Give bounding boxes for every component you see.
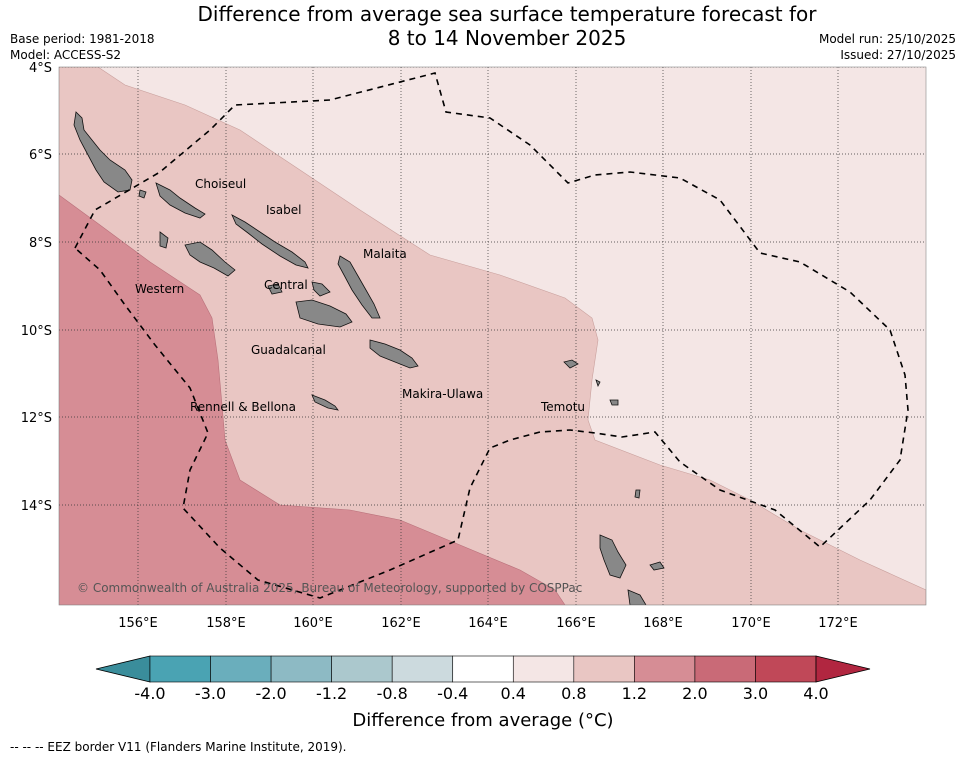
colorbar-tick-label: 3.0 bbox=[743, 684, 768, 703]
base-period: Base period: 1981-2018 bbox=[10, 32, 155, 46]
colorbar-tick-label: 0.4 bbox=[501, 684, 526, 703]
lon-label: 156°E bbox=[118, 616, 158, 631]
place-label: Temotu bbox=[540, 400, 585, 414]
colorbar-segment bbox=[573, 655, 635, 683]
band-0-8-to-1-2 bbox=[59, 67, 926, 605]
island-new-georgia bbox=[184, 241, 236, 277]
colorbar-tick-label: -0.4 bbox=[437, 684, 468, 703]
colorbar-label: Difference from average (°C) bbox=[352, 710, 614, 731]
island-florida bbox=[311, 281, 331, 297]
island-vella-lavella bbox=[159, 231, 169, 249]
lat-label: 12°S bbox=[21, 411, 52, 426]
colorbar-segment bbox=[331, 655, 393, 683]
colorbar-tick-label: -2.0 bbox=[255, 684, 286, 703]
colorbar-segment bbox=[694, 655, 756, 683]
lat-label: 8°S bbox=[29, 236, 52, 251]
island-guadalcanal bbox=[295, 299, 353, 328]
island-malakula bbox=[627, 589, 647, 605]
lat-label: 14°S bbox=[21, 499, 52, 514]
place-label: Isabel bbox=[266, 203, 301, 217]
colorbar-segments bbox=[95, 655, 871, 683]
lat-label: 6°S bbox=[29, 148, 52, 163]
lon-label: 158°E bbox=[206, 616, 246, 631]
colorbar-tick-label: -4.0 bbox=[134, 684, 165, 703]
model-name: Model: ACCESS-S2 bbox=[10, 48, 122, 62]
colorbar-segment bbox=[391, 655, 454, 683]
map-panel: Choiseul Isabel Malaita Western Central … bbox=[21, 61, 927, 631]
title-line-1: Difference from average sea surface temp… bbox=[197, 2, 817, 26]
island-bougainville bbox=[73, 111, 133, 193]
colorbar: -4.0 -3.0 -2.0 -1.2 -0.8 -0.4 0.4 0.8 1.2 2.0 3.0 4… bbox=[95, 655, 871, 703]
colorbar-tick-label: -3.0 bbox=[195, 684, 226, 703]
colorbar-tick-label: 2.0 bbox=[682, 684, 707, 703]
map-frame bbox=[58, 66, 927, 606]
island-makira bbox=[369, 339, 419, 369]
colorbar-segment bbox=[270, 655, 332, 683]
colorbar-extend-high bbox=[815, 655, 871, 683]
lon-label: 170°E bbox=[731, 616, 771, 631]
lat-label: 4°S bbox=[29, 61, 52, 76]
title-line-2: 8 to 14 November 2025 bbox=[387, 26, 627, 50]
colorbar-tick-label: 1.2 bbox=[622, 684, 647, 703]
colorbar-segment bbox=[452, 655, 514, 683]
meta-left: Base period: 1981-2018 Model: ACCESS-S2 bbox=[10, 31, 155, 63]
place-label: Malaita bbox=[363, 247, 407, 261]
colorbar-segment bbox=[210, 655, 272, 683]
island-russell bbox=[267, 283, 283, 295]
lon-label: 164°E bbox=[468, 616, 508, 631]
place-label: Choiseul bbox=[195, 177, 246, 191]
anomaly-field bbox=[59, 67, 926, 605]
island-choiseul bbox=[155, 182, 206, 219]
map-title: Difference from average sea surface temp… bbox=[0, 2, 965, 50]
meta-right: Model run: 25/10/2025 Issued: 27/10/2025 bbox=[819, 31, 956, 63]
lon-label: 168°E bbox=[643, 616, 683, 631]
place-label: Makira-Ulawa bbox=[402, 387, 483, 401]
lon-label: 172°E bbox=[818, 616, 858, 631]
latitude-labels: 4°S 6°S 8°S 10°S 12°S 14°S bbox=[21, 61, 52, 514]
lon-label: 162°E bbox=[381, 616, 421, 631]
island-rennell bbox=[311, 394, 339, 411]
colorbar-tick-label: -1.2 bbox=[316, 684, 347, 703]
lat-label: 10°S bbox=[21, 324, 52, 339]
place-label: Central bbox=[264, 278, 308, 292]
lon-label: 166°E bbox=[556, 616, 596, 631]
island-espiritu-santo bbox=[599, 534, 627, 579]
island-nendo bbox=[563, 359, 579, 369]
issued-date: Issued: 27/10/2025 bbox=[840, 48, 956, 62]
band-1-2-to-2-0 bbox=[59, 194, 566, 605]
island-shortland bbox=[138, 189, 147, 199]
island-malaita bbox=[337, 255, 381, 319]
colorbar-tick-label: 4.0 bbox=[803, 684, 828, 703]
island-isabel bbox=[231, 214, 309, 269]
colorbar-segment bbox=[149, 655, 211, 683]
island-small-1 bbox=[649, 561, 665, 571]
place-label: Western bbox=[135, 282, 184, 296]
longitude-labels: 156°E 158°E 160°E 162°E 164°E 166°E 168°… bbox=[118, 616, 858, 631]
place-label: Guadalcanal bbox=[251, 343, 326, 357]
colorbar-segment bbox=[755, 655, 817, 683]
colorbar-ticks: -4.0 -3.0 -2.0 -1.2 -0.8 -0.4 0.4 0.8 1.2 2.0 3.0 4… bbox=[134, 684, 828, 703]
island-small-2 bbox=[595, 379, 601, 388]
island-small-3 bbox=[634, 489, 641, 499]
graticule bbox=[59, 67, 926, 605]
lon-label: 160°E bbox=[293, 616, 333, 631]
eez-footnote: -- -- -- EEZ border V11 (Flanders Marine… bbox=[10, 740, 347, 754]
colorbar-extend-low bbox=[95, 655, 151, 683]
land-masses bbox=[73, 111, 665, 605]
eez-border bbox=[73, 72, 909, 599]
colorbar-tick-label: 0.8 bbox=[561, 684, 586, 703]
place-label: Rennell & Bellona bbox=[190, 400, 296, 414]
model-run: Model run: 25/10/2025 bbox=[818, 32, 956, 46]
colorbar-segment bbox=[512, 655, 575, 683]
colorbar-segment bbox=[634, 655, 696, 683]
island-vanikoro bbox=[609, 399, 619, 406]
colorbar-tick-label: -0.8 bbox=[377, 684, 408, 703]
copyright-notice: © Commonwealth of Australia 2025, Bureau… bbox=[77, 581, 582, 595]
